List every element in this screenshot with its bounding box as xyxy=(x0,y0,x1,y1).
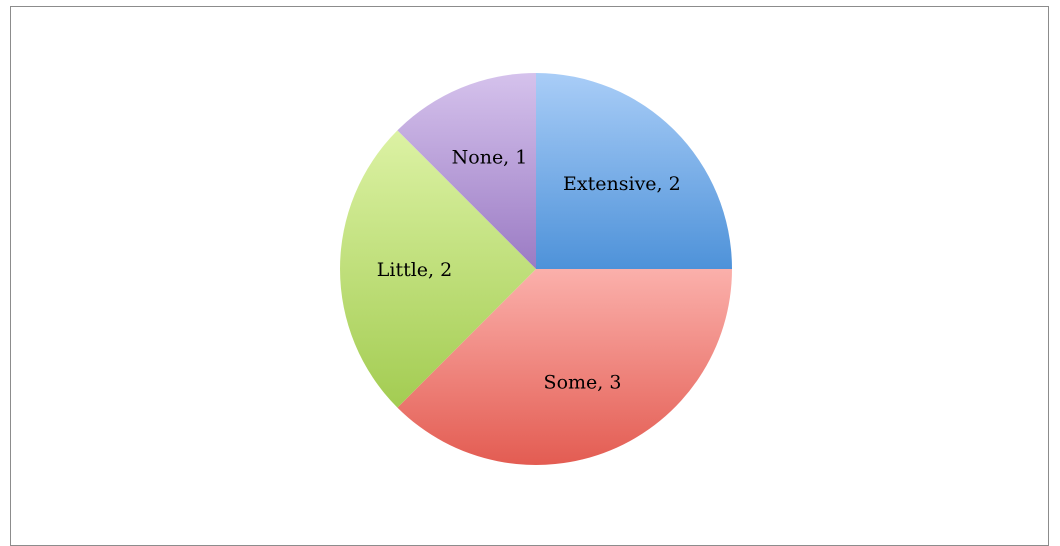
pie-slice-little xyxy=(340,130,536,408)
pie-slices xyxy=(340,73,732,465)
pie-label-extensive: Extensive, 2 xyxy=(563,173,681,195)
pie-labels: Extensive, 2 Some, 3 Little, 2 None, 1 xyxy=(377,147,681,394)
pie-slice-none xyxy=(397,73,536,269)
pie-slice-some xyxy=(397,269,732,465)
pie-label-none: None, 1 xyxy=(452,147,528,169)
pie-label-some: Some, 3 xyxy=(544,371,622,393)
pie-label-little: Little, 2 xyxy=(377,259,452,281)
pie-chart: Extensive, 2 Some, 3 Little, 2 None, 1 xyxy=(340,73,732,465)
pie-slice-extensive xyxy=(536,73,732,269)
